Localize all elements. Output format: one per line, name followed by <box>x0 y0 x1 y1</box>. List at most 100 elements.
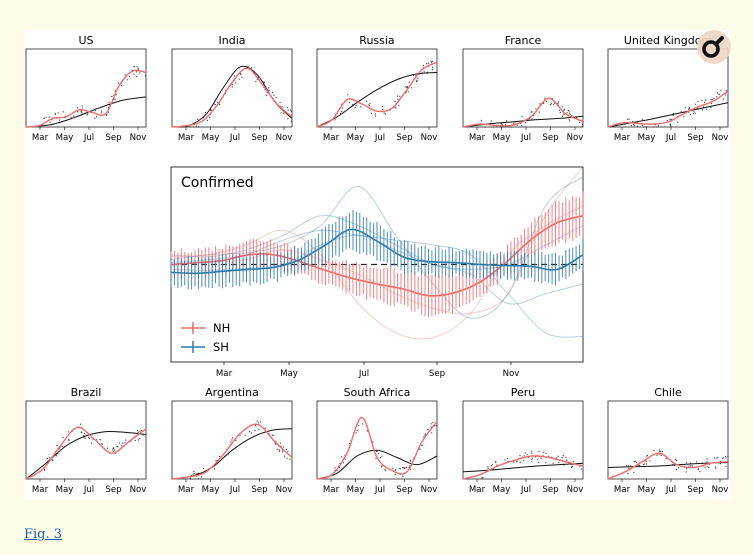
scatter-point <box>234 75 236 77</box>
scatter-point <box>501 124 503 126</box>
x-tick-label: Sep <box>396 485 412 495</box>
scatter-point <box>699 471 701 473</box>
main-x-tick-label: Nov <box>503 369 520 379</box>
scatter-point <box>521 115 523 117</box>
scatter-point <box>718 94 720 96</box>
scatter-point <box>368 104 370 106</box>
scatter-point <box>49 121 51 123</box>
scatter-point <box>282 106 284 108</box>
scatter-point <box>570 466 573 469</box>
scatter-point <box>287 107 289 109</box>
panel-title: Brazil <box>71 386 102 399</box>
scatter-point <box>692 113 695 115</box>
scatter-point <box>506 457 508 459</box>
scatter-point <box>697 100 699 102</box>
scatter-point <box>383 112 385 114</box>
scatter-point <box>660 450 662 452</box>
scatter-point <box>646 463 648 465</box>
scatter-point <box>44 469 46 471</box>
scatter-point <box>142 434 144 436</box>
scatter-point <box>666 120 668 122</box>
scatter-point <box>716 96 718 98</box>
scatter-point <box>557 455 559 457</box>
scatter-point <box>514 122 516 124</box>
scatter-point <box>426 63 428 65</box>
x-tick-label: Jul <box>520 133 531 143</box>
scatter-point <box>567 109 569 112</box>
scatter-point <box>340 456 342 458</box>
scatter-point <box>480 119 482 121</box>
scatter-point <box>635 462 638 464</box>
scatter-point <box>526 454 528 456</box>
magnifier-icon <box>702 36 724 58</box>
scatter-point <box>382 106 384 108</box>
scatter-point <box>410 459 412 461</box>
scatter-point <box>399 468 401 470</box>
scatter-point <box>70 116 72 118</box>
scatter-point <box>516 124 518 126</box>
scatter-point <box>280 112 282 114</box>
scatter-point <box>686 468 688 470</box>
scatter-point <box>630 465 632 467</box>
scatter-point <box>84 437 86 439</box>
smoothed-line <box>316 61 438 128</box>
scatter-point <box>114 449 116 451</box>
scatter-point <box>244 434 246 436</box>
scatter-point <box>264 89 266 91</box>
scatter-point <box>374 113 376 115</box>
legend-label: SH <box>213 340 229 354</box>
scatter-point <box>139 430 141 432</box>
scatter-point <box>572 460 574 463</box>
scatter-point <box>550 104 552 106</box>
scatter-point <box>632 121 634 123</box>
scatter-point <box>264 427 266 429</box>
figure-link[interactable]: Fig. 3 <box>24 527 63 542</box>
scatter-point <box>696 461 698 463</box>
scatter-point <box>669 124 672 126</box>
scatter-point <box>506 120 508 122</box>
scatter-point <box>402 467 405 469</box>
zoom-button[interactable] <box>697 30 731 64</box>
scatter-point <box>626 465 628 467</box>
scatter-point <box>653 449 655 452</box>
scatter-point <box>395 107 397 109</box>
scatter-point <box>686 462 688 464</box>
scatter-point <box>196 472 198 474</box>
scatter-point <box>721 457 724 459</box>
scatter-point <box>121 84 123 87</box>
x-tick-label: May <box>202 133 220 143</box>
scatter-point <box>290 110 292 112</box>
scatter-point <box>112 449 114 451</box>
scatter-point <box>381 465 383 467</box>
scatter-point <box>279 101 281 104</box>
scatter-point <box>68 439 70 442</box>
scatter-point <box>548 455 550 457</box>
scatter-point <box>680 110 682 112</box>
scatter-point <box>106 447 109 449</box>
scatter-point <box>725 465 727 467</box>
main-x-tick-label: Sep <box>429 369 445 379</box>
scatter-point <box>80 111 82 113</box>
scatter-point <box>670 125 672 127</box>
x-tick-label: Jul <box>665 133 676 143</box>
scatter-point <box>717 92 719 94</box>
scatter-point <box>87 113 89 115</box>
scatter-point <box>287 118 289 120</box>
scatter-point <box>347 94 349 96</box>
scatter-point <box>642 126 645 128</box>
scatter-point <box>643 126 646 128</box>
x-tick-label: May <box>493 133 511 143</box>
scatter-point <box>669 118 671 121</box>
scatter-point <box>394 473 396 475</box>
scatter-point <box>406 86 408 88</box>
scatter-point <box>727 455 729 457</box>
x-tick-label: Mar <box>32 485 49 495</box>
scatter-point <box>543 451 545 453</box>
scatter-point <box>409 460 412 462</box>
scatter-point <box>561 115 563 117</box>
panel-title: South Africa <box>344 386 411 399</box>
scatter-point <box>201 476 203 478</box>
scatter-point <box>398 104 400 106</box>
scatter-point <box>278 449 280 451</box>
scatter-point <box>685 471 687 473</box>
